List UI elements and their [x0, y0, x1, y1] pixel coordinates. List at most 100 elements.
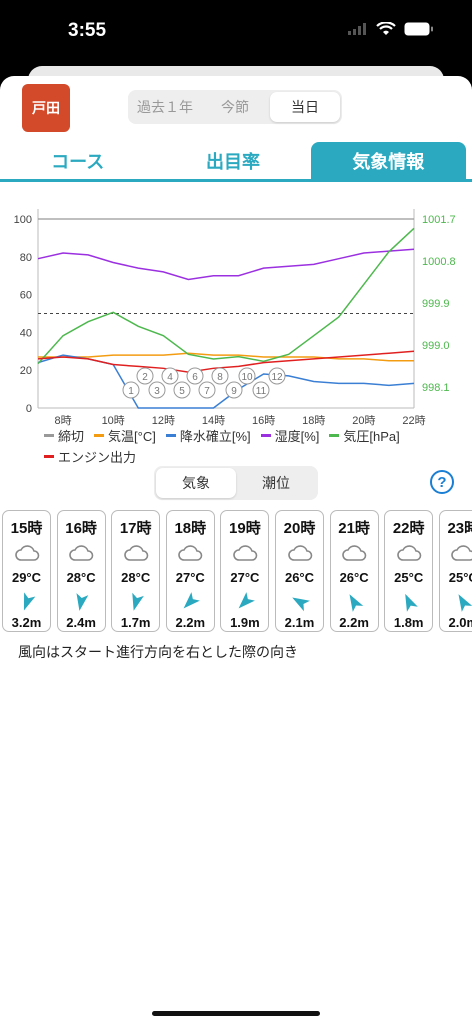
hour-temperature: 26°C — [339, 570, 369, 585]
hour-wind-speed: 2.0m — [448, 615, 472, 630]
weather-sheet: 戸田 過去１年 今節 当日 コース 出目率 気象情報 0 20 40 60 80 100 9… — [0, 76, 472, 1024]
wind-direction-arrow-icon — [58, 591, 105, 613]
legend-item: 気圧[hPa] — [329, 426, 400, 445]
hour-temperature: 27°C — [230, 570, 260, 585]
hour-label: 20時 — [283, 520, 316, 537]
legend-swatch — [44, 434, 54, 437]
cloud-icon — [440, 544, 472, 562]
status-time: 3:55 — [68, 20, 107, 41]
race-marker-label: 12 — [271, 372, 283, 383]
legend-swatch — [329, 434, 340, 437]
race-marker-circle — [161, 367, 179, 385]
hour-wind-speed: 2.2m — [339, 615, 369, 630]
legend-label: 気圧[hPa] — [343, 429, 400, 444]
race-marker-label: 7 — [204, 386, 210, 397]
cloud-icon — [276, 544, 323, 562]
race-marker-label: 11 — [256, 386, 267, 397]
race-marker-circle — [211, 367, 229, 385]
wind-direction-arrow-icon — [3, 591, 50, 613]
cloud-icon — [167, 544, 214, 562]
hour-card: 17時 28°C 1.7m — [111, 510, 161, 632]
y-left-tick-label: 40 — [20, 327, 32, 339]
wind-direction-arrow-icon — [276, 591, 323, 613]
hourly-forecast-strip[interactable]: 15時 29°C 3.2m 16時 28°C 2.4m 17時 28°C 1.7m 18時 27°C… — [0, 510, 472, 634]
y-left-tick-label: 20 — [20, 365, 32, 377]
main-tabs: コース 出目率 気象情報 — [0, 142, 472, 182]
hour-card: 20時 26°C 2.1m — [275, 510, 324, 632]
y-left-tick-label: 60 — [20, 290, 32, 302]
weather-chart: 0 20 40 60 80 100 998.1 999.0 999.9 1000.8 1001.7 8… — [14, 209, 456, 427]
race-marker-circle — [122, 381, 140, 399]
race-marker-circle — [252, 381, 270, 399]
legend-item: 気温[°C] — [94, 426, 156, 445]
y-right-tick-label: 998.1 — [422, 382, 450, 394]
legend-item: 湿度[%] — [260, 426, 319, 445]
hour-label: 18時 — [174, 520, 207, 537]
hour-label: 16時 — [65, 520, 97, 537]
y-right-tick-label: 1000.8 — [422, 256, 456, 268]
x-tick-label: 20時 — [352, 414, 375, 427]
toggle-tide[interactable]: 潮位 — [262, 475, 290, 491]
race-marker-label: 8 — [217, 372, 223, 383]
legend-swatch — [44, 455, 54, 458]
cloud-icon — [112, 544, 159, 562]
venue-badge[interactable]: 戸田 — [22, 84, 70, 132]
tab-course[interactable]: コース — [51, 151, 105, 172]
x-tick-label: 10時 — [102, 414, 125, 427]
toggle-weather[interactable]: 気象 — [156, 468, 236, 498]
race-marker-circle — [148, 381, 166, 399]
tab-weather[interactable]: 気象情報 — [310, 142, 466, 179]
hour-temperature: 25°C — [448, 570, 472, 585]
hour-label: 21時 — [338, 520, 370, 537]
hour-wind-speed: 1.9m — [230, 615, 260, 630]
legend-label: 降水確立[%] — [179, 429, 251, 444]
x-tick-label: 12時 — [152, 414, 175, 427]
wifi-icon — [376, 22, 396, 35]
home-indicator — [152, 1011, 320, 1016]
help-icon[interactable]: ? — [430, 470, 454, 494]
hour-wind-speed: 1.8m — [393, 615, 424, 630]
series-line-気温 — [38, 352, 414, 362]
tab-dice-rate[interactable]: 出目率 — [205, 151, 260, 172]
cloud-icon — [331, 544, 378, 562]
hour-card: 18時 27°C 2.2m — [165, 510, 215, 632]
hour-label: 23時 — [447, 520, 472, 537]
race-marker-label: 4 — [167, 372, 173, 383]
hour-wind-speed: 1.7m — [120, 615, 151, 630]
hour-temperature: 26°C — [284, 570, 315, 585]
weather-tide-toggle: 気象 潮位 — [154, 466, 318, 500]
legend-item: 締切 — [44, 426, 84, 445]
race-marker-circle — [173, 381, 191, 399]
race-marker-label: 10 — [241, 372, 253, 383]
race-marker-label: 1 — [128, 386, 134, 397]
y-left-tick-label: 80 — [20, 252, 32, 264]
hour-label: 17時 — [119, 520, 152, 537]
status-bar: 3:55 — [0, 0, 472, 64]
period-option-today[interactable]: 当日 — [270, 92, 340, 122]
chart-legend: 締切 気温[°C] 降水確立[%] 湿度[%] 気圧[hPa] エンジン出力 — [44, 426, 464, 466]
y-right-tick-label: 999.9 — [422, 298, 450, 310]
series-line-エンジン出力 — [37, 350, 415, 373]
legend-item: エンジン出力 — [44, 447, 136, 466]
race-marker-label: 2 — [142, 372, 148, 383]
hour-card: 21時 26°C 2.2m — [329, 510, 379, 632]
y-left-tick-label: 0 — [26, 403, 32, 415]
period-option-this-session[interactable]: 今節 — [221, 99, 249, 115]
wind-direction-arrow-icon — [221, 591, 268, 613]
hour-card: 16時 28°C 2.4m — [56, 510, 106, 632]
legend-swatch — [94, 434, 105, 437]
hour-label: 15時 — [10, 520, 43, 537]
cloud-icon — [58, 544, 105, 562]
battery-icon — [404, 22, 433, 36]
legend-item: 降水確立[%] — [165, 426, 251, 445]
status-icons — [348, 22, 434, 36]
race-marker-circle — [136, 367, 154, 385]
hour-temperature: 28°C — [121, 570, 151, 585]
period-option-past-year[interactable]: 過去１年 — [137, 99, 193, 115]
x-tick-label: 16時 — [252, 414, 275, 427]
legend-swatch — [165, 434, 176, 437]
cloud-icon — [3, 544, 50, 562]
hour-temperature: 27°C — [175, 570, 205, 585]
race-marker-label: 6 — [192, 372, 198, 383]
hour-temperature: 29°C — [11, 570, 42, 585]
